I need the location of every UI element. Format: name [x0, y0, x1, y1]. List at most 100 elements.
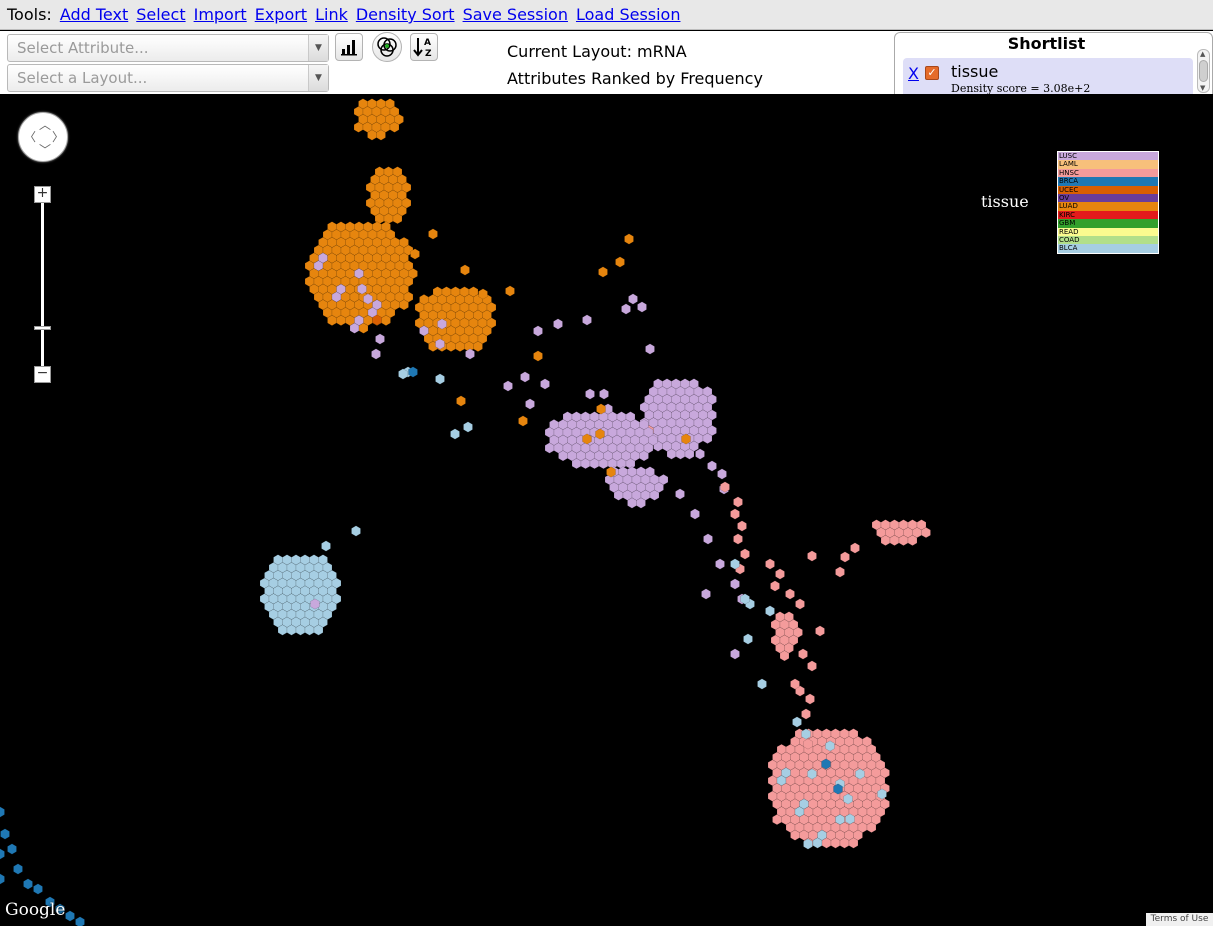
hexagon[interactable] [389, 121, 400, 133]
set-operations-button[interactable] [372, 32, 402, 62]
hexagon[interactable] [45, 896, 55, 908]
attribute-select[interactable]: Select Attribute... ▼ [7, 34, 329, 62]
hexagon[interactable] [313, 624, 324, 636]
scroll-down-icon[interactable]: ▼ [1200, 84, 1206, 92]
hexagon[interactable] [525, 398, 535, 410]
hexagon[interactable] [690, 508, 700, 520]
hexagon[interactable] [613, 489, 624, 501]
hexagon[interactable] [399, 299, 409, 311]
hexagon[interactable] [408, 268, 418, 280]
hexagon[interactable] [518, 415, 528, 427]
hexagon[interactable] [848, 837, 859, 849]
layout-select[interactable]: Select a Layout... ▼ [7, 64, 329, 92]
remove-entry-link[interactable]: X [908, 64, 919, 83]
hexagon[interactable] [624, 233, 634, 245]
hexagon[interactable] [757, 678, 767, 690]
hexagon[interactable] [585, 388, 595, 400]
hexagon[interactable] [473, 340, 483, 352]
hexagon[interactable] [599, 388, 609, 400]
hexagon[interactable] [310, 598, 320, 610]
hexagon[interactable] [740, 548, 750, 560]
pan-control[interactable]: ︿ ﹀ 〈 〉 [18, 112, 68, 162]
hexagon[interactable] [625, 458, 636, 470]
hexagon[interactable] [737, 520, 747, 532]
hexagon[interactable] [825, 740, 835, 752]
hexagon[interactable] [321, 540, 331, 552]
hexagon[interactable] [866, 821, 877, 833]
hexagon[interactable] [446, 340, 456, 352]
hexagon[interactable] [730, 558, 740, 570]
hexagon[interactable] [435, 373, 445, 385]
hexagon[interactable] [295, 624, 306, 636]
hexagon[interactable] [801, 708, 811, 720]
hexagon[interactable] [428, 228, 438, 240]
hexagon[interactable] [450, 428, 460, 440]
hexagon[interactable] [533, 325, 543, 337]
hexagon[interactable] [875, 759, 886, 771]
hexagon[interactable] [13, 863, 23, 875]
hexagon[interactable] [580, 458, 591, 470]
hexagon[interactable] [743, 633, 753, 645]
hexagon[interactable] [582, 314, 592, 326]
hexagon[interactable] [875, 806, 886, 818]
hexagon[interactable] [460, 264, 470, 276]
shortlist-scrollbar[interactable]: ▲ ▼ [1197, 49, 1210, 93]
hexagon[interactable] [75, 916, 85, 926]
menu-export[interactable]: Export [254, 5, 308, 24]
hexagon[interactable] [798, 648, 808, 660]
hexagon[interactable] [821, 837, 832, 849]
hexagon[interactable] [277, 624, 288, 636]
hexagon[interactable] [921, 527, 931, 539]
hexagon[interactable] [889, 534, 900, 546]
hexagon[interactable] [553, 318, 563, 330]
hexagon[interactable] [286, 624, 297, 636]
hexagon[interactable] [675, 488, 685, 500]
hexagon[interactable] [0, 848, 5, 860]
menu-save-session[interactable]: Save Session [462, 5, 568, 24]
hexagon[interactable] [684, 448, 695, 460]
hexagon[interactable] [544, 442, 555, 454]
hexagon[interactable] [435, 338, 445, 350]
hexagon[interactable] [408, 366, 418, 378]
hexagon[interactable] [0, 873, 5, 885]
menu-select[interactable]: Select [136, 5, 186, 24]
pan-down-icon[interactable]: ﹀ [39, 143, 52, 157]
hexagon[interactable] [877, 788, 887, 800]
hexagon[interactable] [785, 588, 795, 600]
hexagon[interactable] [598, 266, 608, 278]
hexagon[interactable] [648, 434, 658, 446]
hexagon[interactable] [898, 534, 909, 546]
hexagon[interactable] [730, 648, 740, 660]
hexagon-layer[interactable] [0, 94, 1213, 926]
hexagon[interactable] [666, 448, 677, 460]
hexagon[interactable] [790, 829, 800, 841]
hexagon[interactable] [775, 568, 785, 580]
zoom-slider-track[interactable] [41, 194, 44, 374]
hexagon[interactable] [505, 285, 515, 297]
hexagon[interactable] [621, 303, 631, 315]
hexagon[interactable] [639, 450, 649, 462]
bar-chart-button[interactable] [335, 33, 363, 61]
hexagon[interactable] [740, 593, 750, 605]
menu-link[interactable]: Link [315, 5, 348, 24]
hexagon[interactable] [558, 450, 568, 462]
sort-attributes-button[interactable]: A Z [410, 33, 438, 61]
menu-load-session[interactable]: Load Session [575, 5, 681, 24]
hexagon[interactable] [907, 534, 918, 546]
hexagon[interactable] [703, 533, 713, 545]
hexagon[interactable] [349, 322, 360, 334]
hexagon[interactable] [0, 806, 5, 818]
checkbox-icon[interactable]: ✓ [925, 66, 939, 80]
hexagon[interactable] [720, 481, 730, 493]
hexagon[interactable] [765, 605, 775, 617]
pan-left-icon[interactable]: 〈 [24, 130, 37, 144]
hexagon[interactable] [410, 248, 420, 260]
hexagon[interactable] [850, 542, 860, 554]
hexagon[interactable] [715, 558, 725, 570]
hexagon[interactable] [830, 837, 841, 849]
hexagon[interactable] [351, 525, 361, 537]
pan-up-icon[interactable]: ︿ [39, 118, 52, 132]
hexagon[interactable] [628, 293, 638, 305]
hexagon[interactable] [812, 837, 823, 849]
hexagon[interactable] [363, 293, 373, 305]
